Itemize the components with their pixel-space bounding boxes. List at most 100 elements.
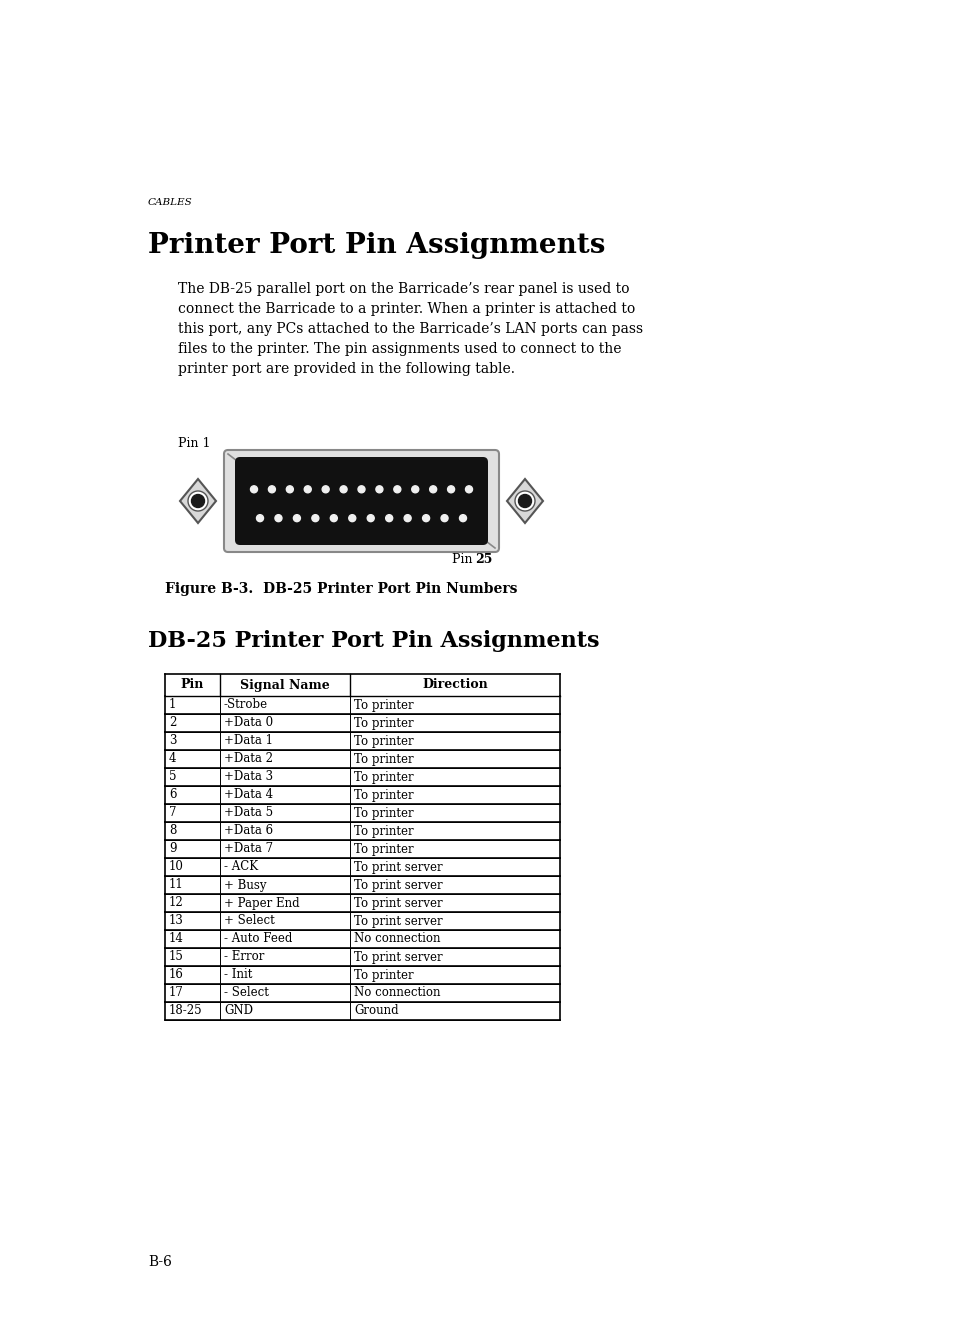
Text: To print server: To print server	[354, 879, 442, 891]
Text: No connection: No connection	[354, 986, 440, 999]
Text: +Data 5: +Data 5	[224, 807, 273, 819]
Circle shape	[375, 486, 382, 493]
Circle shape	[294, 514, 300, 521]
Text: +Data 4: +Data 4	[224, 788, 273, 802]
Circle shape	[268, 486, 275, 493]
Text: 16: 16	[169, 969, 184, 982]
Text: 8: 8	[169, 824, 176, 838]
Text: - Auto Feed: - Auto Feed	[224, 933, 292, 946]
Text: DB-25 Printer Port Pin Assignments: DB-25 Printer Port Pin Assignments	[148, 631, 598, 652]
Text: Printer Port Pin Assignments: Printer Port Pin Assignments	[148, 232, 605, 259]
Circle shape	[429, 486, 436, 493]
Text: Figure B-3.  DB-25 Printer Port Pin Numbers: Figure B-3. DB-25 Printer Port Pin Numbe…	[165, 582, 517, 596]
Text: To printer: To printer	[354, 824, 414, 838]
Text: To print server: To print server	[354, 896, 442, 910]
Text: 5: 5	[169, 771, 176, 783]
Text: 1: 1	[169, 699, 176, 712]
Text: To printer: To printer	[354, 788, 414, 802]
Text: this port, any PCs attached to the Barricade’s LAN ports can pass: this port, any PCs attached to the Barri…	[178, 322, 642, 335]
Text: To printer: To printer	[354, 716, 414, 729]
Text: To print server: To print server	[354, 950, 442, 963]
Text: - Init: - Init	[224, 969, 253, 982]
Circle shape	[357, 486, 365, 493]
Polygon shape	[180, 480, 215, 522]
Text: +Data 0: +Data 0	[224, 716, 273, 729]
Text: +Data 3: +Data 3	[224, 771, 273, 783]
Circle shape	[312, 514, 318, 521]
Text: 9: 9	[169, 843, 176, 855]
Text: Pin: Pin	[181, 679, 204, 692]
Text: To print server: To print server	[354, 915, 442, 927]
Circle shape	[192, 494, 204, 508]
Text: 25: 25	[475, 553, 492, 566]
Circle shape	[447, 486, 455, 493]
Text: To printer: To printer	[354, 807, 414, 819]
Text: files to the printer. The pin assignments used to connect to the: files to the printer. The pin assignment…	[178, 342, 620, 355]
Circle shape	[440, 514, 448, 521]
Circle shape	[330, 514, 337, 521]
Text: - ACK: - ACK	[224, 860, 258, 874]
Circle shape	[274, 514, 282, 521]
Circle shape	[367, 514, 374, 521]
Circle shape	[518, 494, 531, 508]
Circle shape	[251, 486, 257, 493]
Text: 11: 11	[169, 879, 184, 891]
Text: +Data 1: +Data 1	[224, 735, 273, 748]
Text: To printer: To printer	[354, 771, 414, 783]
Circle shape	[256, 514, 263, 521]
Text: 6: 6	[169, 788, 176, 802]
Text: To printer: To printer	[354, 843, 414, 855]
Text: +Data 6: +Data 6	[224, 824, 273, 838]
Circle shape	[515, 492, 535, 510]
Circle shape	[404, 514, 411, 521]
Text: 15: 15	[169, 950, 184, 963]
Text: Ground: Ground	[354, 1005, 398, 1018]
Circle shape	[422, 514, 429, 521]
Circle shape	[412, 486, 418, 493]
Circle shape	[349, 514, 355, 521]
Text: To print server: To print server	[354, 860, 442, 874]
Text: To printer: To printer	[354, 969, 414, 982]
Text: Pin 1: Pin 1	[178, 437, 211, 450]
Circle shape	[465, 486, 472, 493]
Text: 3: 3	[169, 735, 176, 748]
Text: - Select: - Select	[224, 986, 269, 999]
Text: CABLES: CABLES	[148, 198, 193, 207]
Text: No connection: No connection	[354, 933, 440, 946]
Text: + Select: + Select	[224, 915, 274, 927]
Text: To printer: To printer	[354, 699, 414, 712]
Text: +Data 2: +Data 2	[224, 752, 273, 766]
Text: To printer: To printer	[354, 752, 414, 766]
Text: B-6: B-6	[148, 1255, 172, 1269]
Text: GND: GND	[224, 1005, 253, 1018]
Text: - Error: - Error	[224, 950, 264, 963]
Text: Signal Name: Signal Name	[240, 679, 330, 692]
Text: Pin: Pin	[452, 553, 476, 566]
FancyBboxPatch shape	[224, 450, 498, 552]
Text: 2: 2	[169, 716, 176, 729]
Text: 14: 14	[169, 933, 184, 946]
Polygon shape	[506, 480, 542, 522]
Text: 12: 12	[169, 896, 184, 910]
Text: + Paper End: + Paper End	[224, 896, 299, 910]
Circle shape	[188, 492, 208, 510]
Circle shape	[385, 514, 393, 521]
Circle shape	[322, 486, 329, 493]
Text: Direction: Direction	[421, 679, 487, 692]
Text: The DB-25 parallel port on the Barricade’s rear panel is used to: The DB-25 parallel port on the Barricade…	[178, 282, 629, 297]
Circle shape	[394, 486, 400, 493]
Text: + Busy: + Busy	[224, 879, 266, 891]
Text: +Data 7: +Data 7	[224, 843, 273, 855]
Text: 10: 10	[169, 860, 184, 874]
Text: 13: 13	[169, 915, 184, 927]
Text: 18-25: 18-25	[169, 1005, 202, 1018]
Text: connect the Barricade to a printer. When a printer is attached to: connect the Barricade to a printer. When…	[178, 302, 635, 317]
Circle shape	[339, 486, 347, 493]
Text: -Strobe: -Strobe	[224, 699, 268, 712]
Text: 7: 7	[169, 807, 176, 819]
Circle shape	[286, 486, 293, 493]
Text: 17: 17	[169, 986, 184, 999]
FancyBboxPatch shape	[234, 457, 488, 545]
Text: To printer: To printer	[354, 735, 414, 748]
Circle shape	[459, 514, 466, 521]
